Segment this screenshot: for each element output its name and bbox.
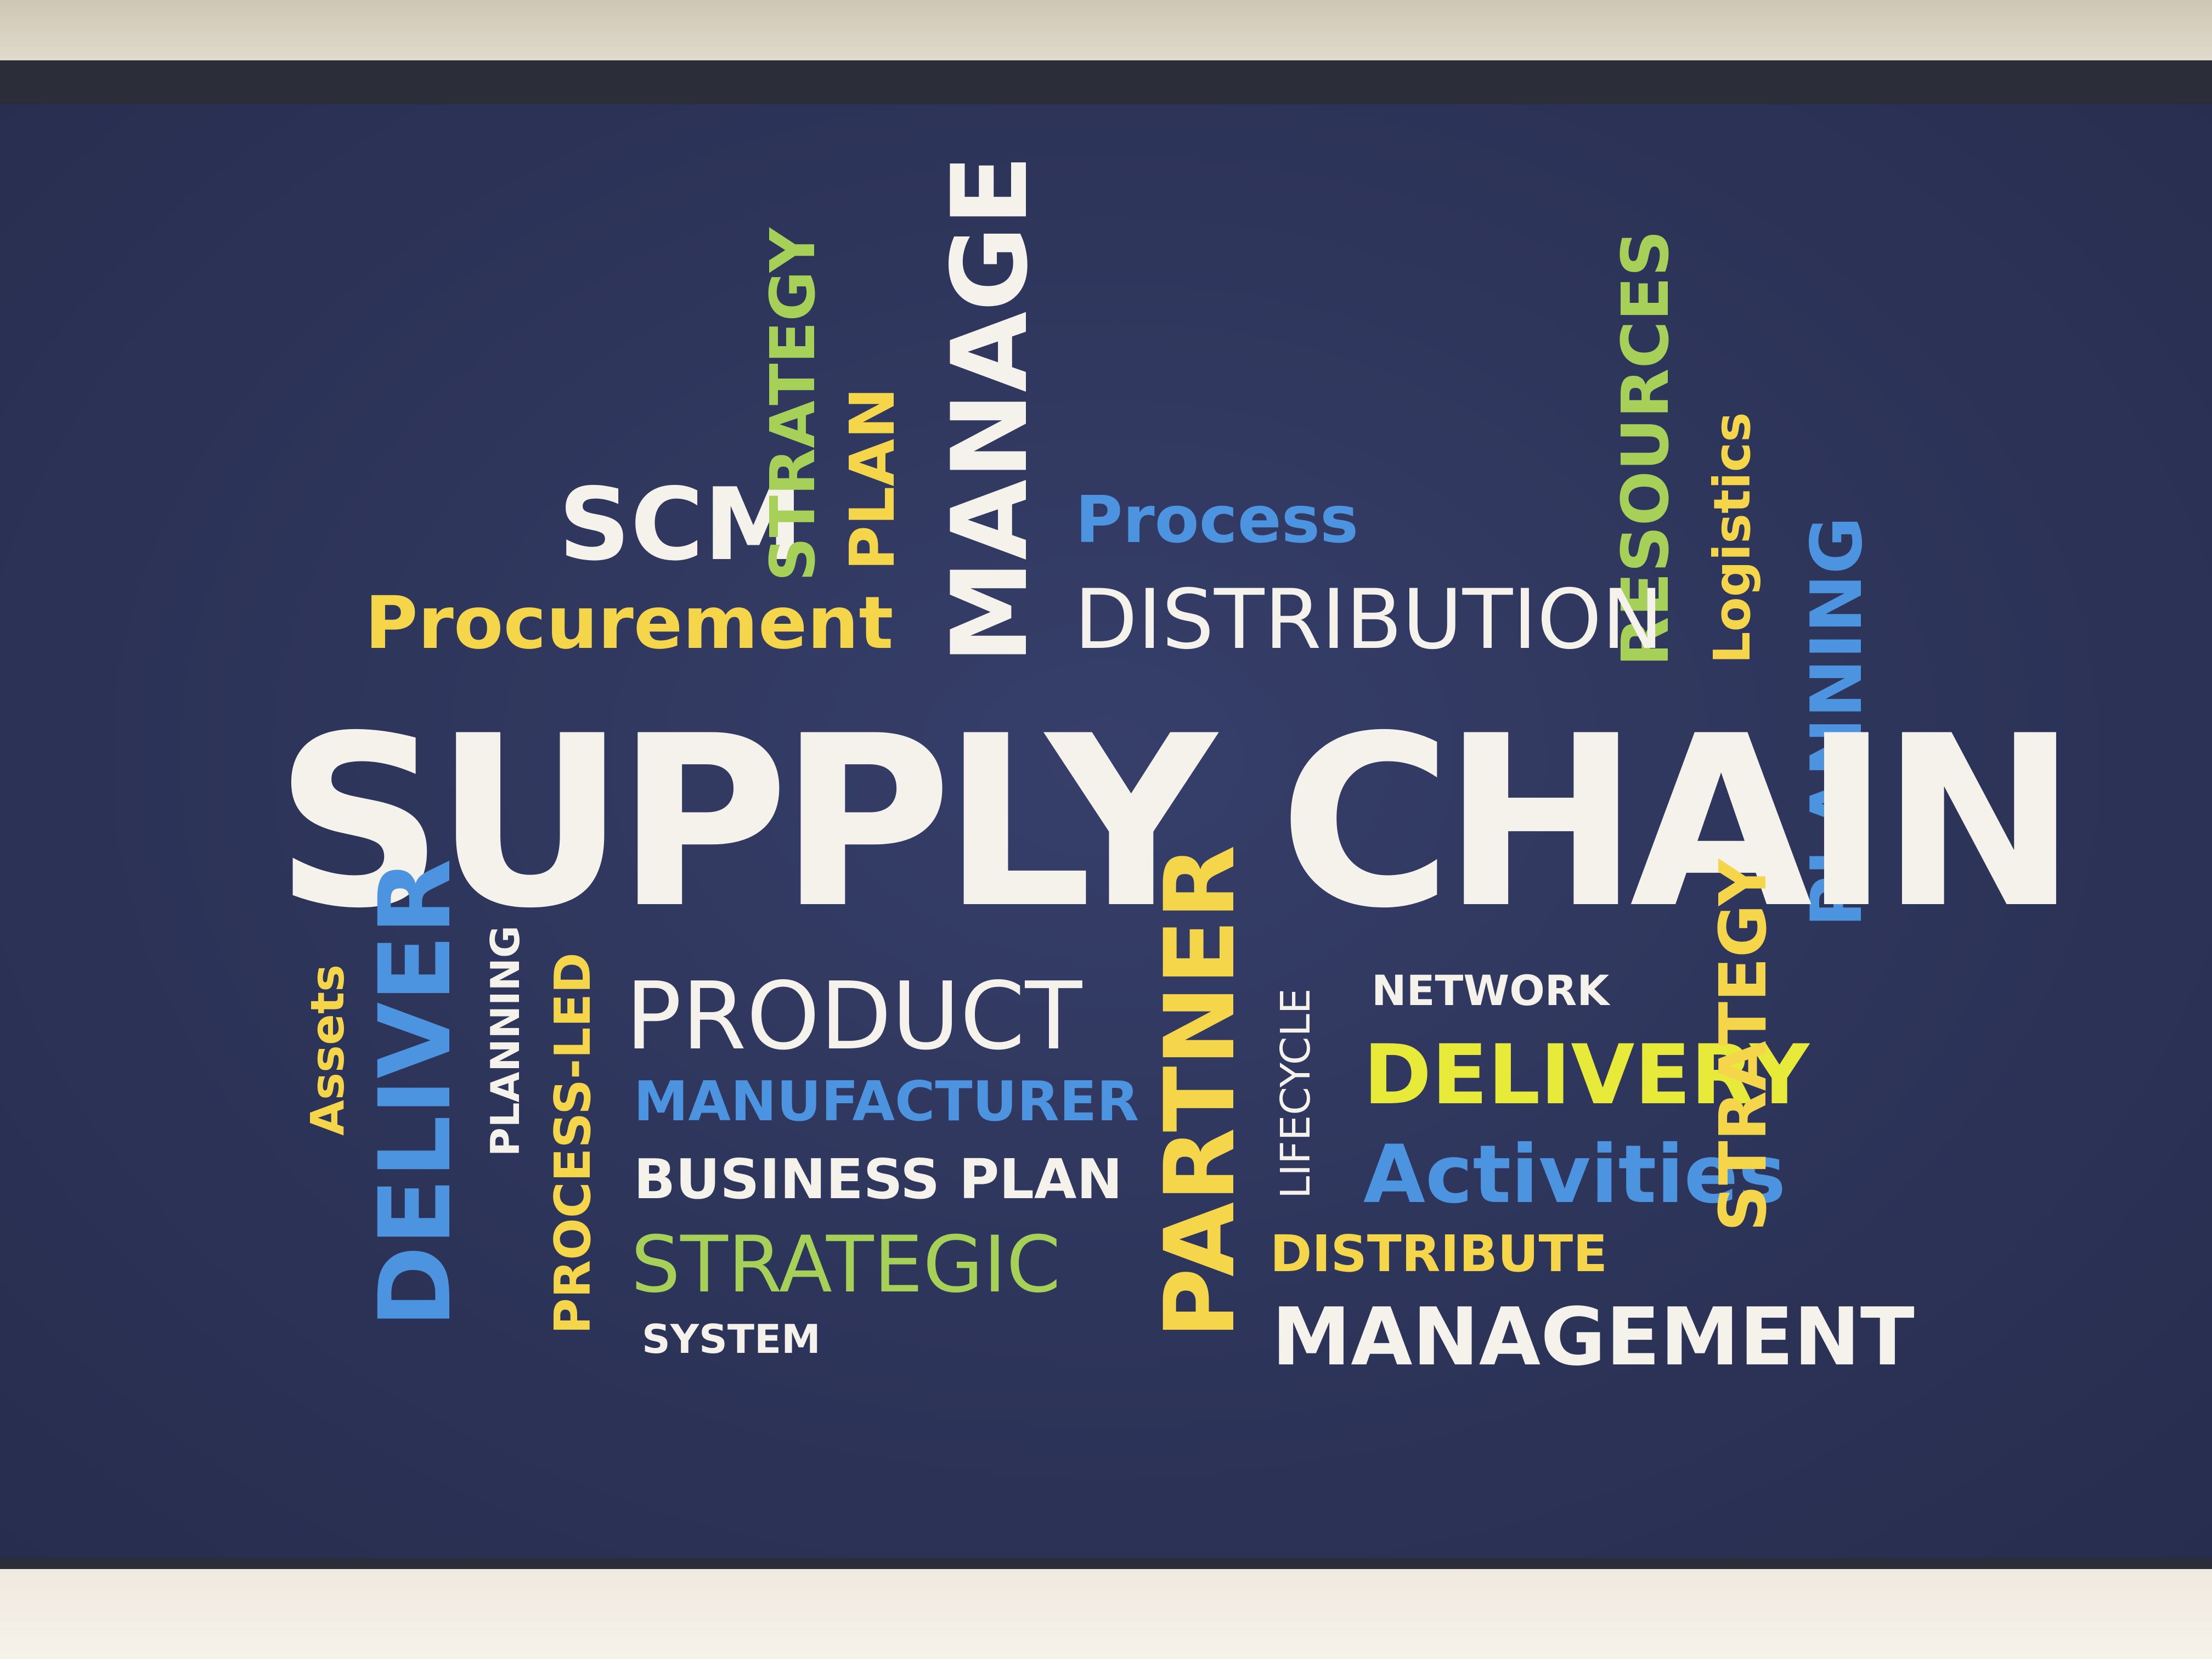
wall-bottom [0, 1569, 2212, 1659]
word-activities: Activities [1363, 1128, 1786, 1221]
word-deliver: DELIVER [358, 859, 473, 1328]
word-supply-chain: SUPPLY CHAIN [274, 686, 2078, 960]
word-distribution: DISTRIBUTION [1074, 572, 1663, 668]
word-process-led: PROCESS-LED [544, 952, 602, 1334]
word-logistics: Logistics [1703, 412, 1762, 664]
word-process: Process [1075, 482, 1359, 557]
word-procurement: Procurement [365, 581, 894, 665]
word-scm: SCM [558, 466, 803, 583]
word-strategy-top: STRATEGY [758, 228, 829, 582]
word-assets: Assets [301, 964, 354, 1136]
word-cloud-poster [0, 104, 2212, 1558]
word-management: MANAGEMENT [1272, 1291, 1915, 1384]
word-system: SYSTEM [642, 1316, 821, 1362]
word-business-plan: BUSINESS PLAN [634, 1147, 1123, 1211]
word-strategy-right: STRATEGY [1705, 859, 1781, 1232]
word-product: PRODUCT [625, 962, 1082, 1071]
word-distribute: DISTRIBUTE [1270, 1224, 1608, 1283]
wall-top [0, 0, 2212, 66]
word-plan: PLAN [837, 387, 909, 571]
word-planning-small: PLANNING [482, 925, 528, 1156]
word-manage: MANAGE [929, 155, 1051, 664]
word-delivery: DELIVERY [1363, 1028, 1809, 1123]
word-strategic: STRATEGIC [631, 1220, 1061, 1310]
word-manufacturer: MANUFACTURER [634, 1069, 1139, 1133]
word-partner: PARTNER [1144, 845, 1256, 1339]
word-network: NETWORK [1372, 966, 1610, 1015]
word-lifecycle: LIFECYCLE [1272, 988, 1319, 1199]
